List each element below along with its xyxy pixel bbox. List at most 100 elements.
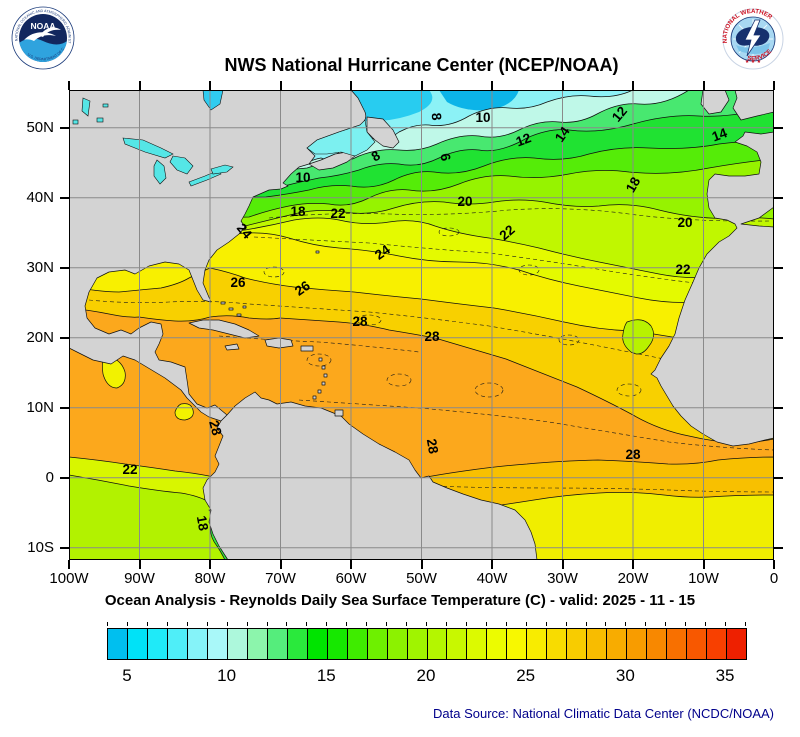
contour-label: 22 <box>122 462 137 477</box>
gulf-of-st-lawrence <box>306 119 376 157</box>
trinidad <box>334 409 344 417</box>
colorbar-cell <box>306 629 327 659</box>
colorbar-boundary-tick <box>485 622 487 626</box>
tick-mark <box>60 266 69 269</box>
colorbar-boundary-tick <box>525 622 527 626</box>
colorbar-boundary-tick <box>326 622 328 626</box>
colorbar-cell <box>586 629 607 659</box>
x-axis-label: 0 <box>769 570 779 587</box>
colorbar-boundary-tick <box>346 622 348 626</box>
colorbar-boundary-tick <box>426 622 427 626</box>
colorbar-cell <box>686 629 707 659</box>
colorbar-cell <box>108 629 127 659</box>
tick-mark <box>774 476 783 479</box>
contour-label: 20 <box>677 215 692 230</box>
tick-mark <box>68 560 70 569</box>
hispaniola <box>264 337 294 349</box>
contour-label: 12 <box>514 130 533 149</box>
colorbar-label: 15 <box>316 666 336 685</box>
colorbar-cell <box>366 629 387 659</box>
south-america <box>202 391 538 560</box>
colorbar-boundary-tick <box>645 622 647 626</box>
colorbar-cell <box>266 629 287 659</box>
tick-mark <box>774 126 783 129</box>
contour-label: 22 <box>330 206 345 221</box>
x-axis-label: 100W <box>49 570 89 587</box>
tick-mark <box>60 196 69 199</box>
colorbar-cell <box>326 629 347 659</box>
x-axis-label: 60W <box>335 570 367 587</box>
great-britain <box>732 90 774 121</box>
x-axis-label: 90W <box>124 570 155 587</box>
tick-mark <box>420 81 423 90</box>
colorbar-cell <box>426 629 447 659</box>
contour-label: 10 <box>295 170 310 185</box>
tick-mark <box>702 560 705 569</box>
tick-mark <box>138 560 141 569</box>
lesser-antilles <box>312 357 328 400</box>
tick-mark <box>774 406 783 409</box>
tick-mark <box>60 546 69 549</box>
colorbar-label: 25 <box>516 666 536 685</box>
x-axis-label: 20W <box>617 570 649 587</box>
y-axis-label: 0 <box>45 468 54 486</box>
colorbar-cell <box>666 629 687 659</box>
tick-mark <box>632 81 634 90</box>
contour-label: 6 <box>437 152 453 162</box>
colorbar-cell <box>386 629 407 659</box>
x-axis-label: 10W <box>688 570 719 587</box>
colorbar-boundary-tick <box>107 622 108 626</box>
tick-mark <box>60 406 69 409</box>
colorbar-boundary-tick <box>725 622 727 626</box>
y-axis-label: 20N <box>26 328 54 346</box>
colorbar-cell <box>286 629 307 659</box>
colorbar-boundary-tick <box>445 622 447 626</box>
colorbar-cell <box>126 629 147 659</box>
colorbar-boundary-tick <box>605 622 607 626</box>
lake-ontario <box>210 164 234 175</box>
jamaica <box>224 343 240 351</box>
contour-label: 28 <box>424 438 441 456</box>
contour-label: 20 <box>457 194 472 209</box>
data-source-note: Data Source: National Climatic Data Cent… <box>433 706 774 721</box>
bermuda <box>315 250 320 254</box>
colorbar-cell <box>726 629 746 659</box>
contour-label: 18 <box>290 204 306 219</box>
y-axis-label: 10N <box>26 398 54 416</box>
y-axis-label: 10S <box>27 538 54 556</box>
y-axis-label: 40N <box>26 188 54 206</box>
tick-mark <box>60 126 69 129</box>
colorbar-boundary-tick <box>465 622 467 626</box>
colorbar-cell <box>486 629 507 659</box>
colorbar-boundary-tick <box>745 622 746 626</box>
contour-label: 26 <box>230 275 246 290</box>
contour-label: 12 <box>609 104 630 125</box>
colorbar-cell <box>546 629 567 659</box>
colorbar-label: 20 <box>416 666 436 685</box>
x-axis-label: 50W <box>406 570 437 587</box>
colorbar-boundary-tick <box>705 622 707 626</box>
tick-mark <box>702 81 705 90</box>
colorbar-cell <box>606 629 627 659</box>
colorbar-boundary-tick <box>406 622 408 626</box>
colorbar-boundary-tick <box>386 622 388 626</box>
colorbar-cell <box>246 629 267 659</box>
tick-mark <box>774 546 783 549</box>
contour-label: 8 <box>429 112 445 121</box>
y-axis-label: 50N <box>26 118 54 136</box>
tick-mark <box>491 81 493 90</box>
tick-mark <box>632 560 634 569</box>
colorbar-cell <box>226 629 247 659</box>
colorbar-label: 10 <box>217 666 237 685</box>
colorbar-boundary-tick <box>665 622 667 626</box>
colorbar-boundary-tick <box>545 622 547 626</box>
colorbar-boundary-tick <box>246 622 248 626</box>
noaa-logo: NOAA NATIONAL OCEANIC AND ATMOSPHERIC AD… <box>10 5 75 70</box>
colorbar-cell <box>526 629 547 659</box>
tick-mark <box>279 560 282 569</box>
colorbar-boundary-tick <box>565 622 567 626</box>
lake-winnipeg <box>81 97 91 117</box>
colorbar-boundary-tick <box>625 622 627 626</box>
colorbar-boundary-tick <box>266 622 268 626</box>
